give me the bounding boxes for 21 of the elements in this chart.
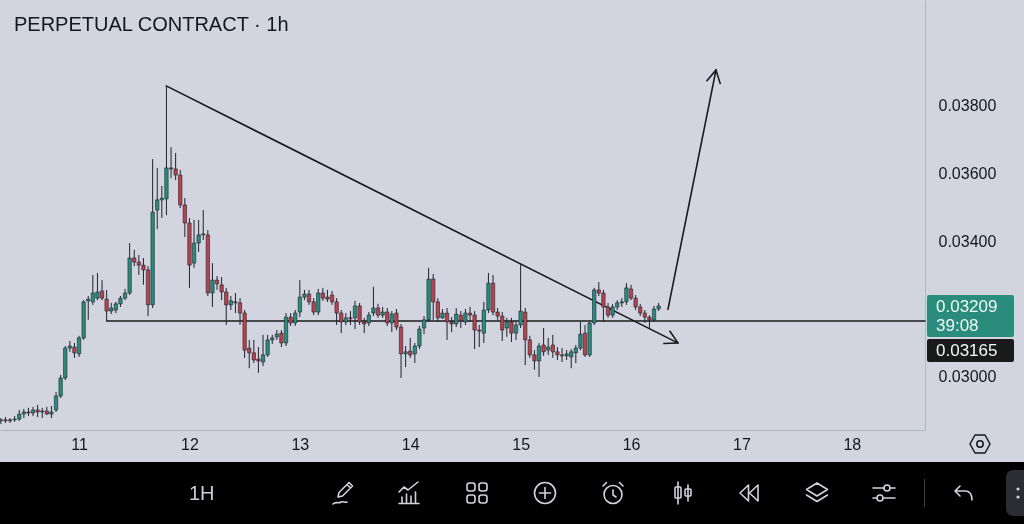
y-tick-label: 0.03000 [938, 368, 997, 386]
text: 0.03209 [936, 296, 999, 316]
x-tick-label: 16 [622, 435, 641, 453]
text: 1H [189, 482, 215, 504]
candlestick [155, 167, 160, 230]
series-label: 0.03165 [936, 340, 999, 360]
x-tick-label: 15 [512, 435, 531, 453]
text: PERPETUAL CONTRACT · 1h [14, 13, 289, 36]
x-tick-label: 18 [843, 435, 862, 453]
candlestick [472, 310, 477, 350]
y-tick-label: 0.03400 [938, 232, 997, 250]
y-tick-label: 0.03600 [938, 164, 997, 182]
candlestick [86, 295, 91, 321]
y-tick-label: 0.03800 [938, 96, 997, 114]
x-tick-label: 12 [181, 435, 199, 453]
x-tick-label: 14 [401, 435, 420, 453]
text: 39:08 [936, 315, 980, 335]
x-tick-label: 13 [291, 435, 310, 453]
x-tick-label: 17 [733, 435, 751, 453]
candlestick [371, 286, 376, 317]
x-tick-label: 11 [71, 435, 88, 453]
